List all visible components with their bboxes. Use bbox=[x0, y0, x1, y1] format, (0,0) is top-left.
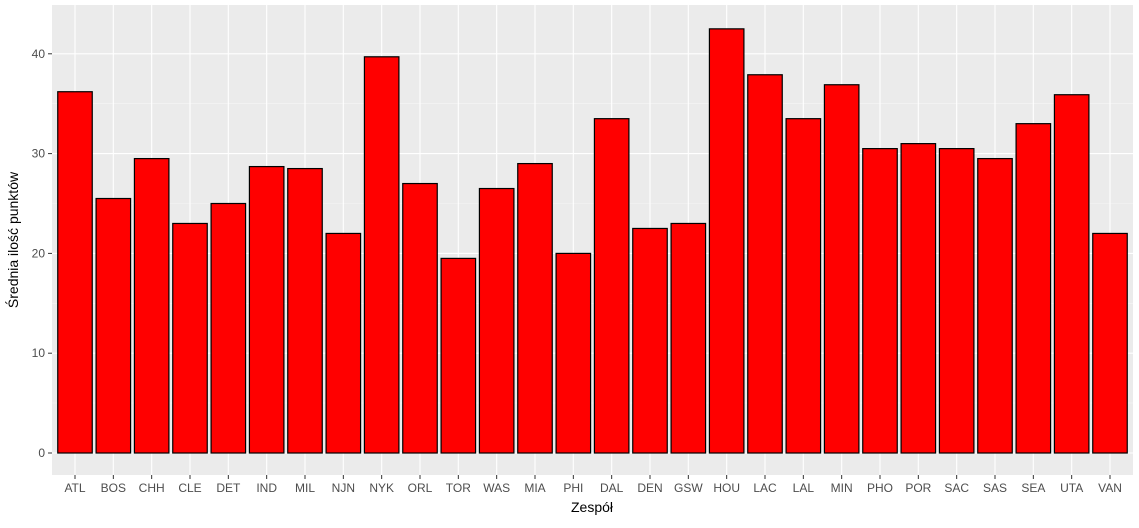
x-tick-label: PHI bbox=[563, 481, 583, 495]
x-tick-label: MIN bbox=[831, 481, 853, 495]
x-tick-label: IND bbox=[256, 481, 277, 495]
bar-por bbox=[900, 143, 937, 454]
bar-den bbox=[632, 227, 668, 454]
x-tick-label: DET bbox=[216, 481, 241, 495]
bar-nyk bbox=[363, 56, 400, 454]
bar-mia bbox=[517, 162, 553, 454]
x-tick-label: CHH bbox=[139, 481, 165, 495]
x-tick-label: PHO bbox=[867, 481, 893, 495]
bar-uta bbox=[1053, 94, 1090, 454]
x-tick-label: DEN bbox=[637, 481, 662, 495]
bar-orl bbox=[402, 182, 438, 454]
y-axis-ticks: 0 10 20 30 40 bbox=[32, 47, 52, 460]
x-tick-label: UTA bbox=[1060, 481, 1083, 495]
y-tick-label: 30 bbox=[32, 147, 46, 161]
x-tick-label: SAC bbox=[944, 481, 969, 495]
x-tick-label: SEA bbox=[1021, 481, 1045, 495]
bar-van bbox=[1092, 232, 1128, 454]
bar-atl bbox=[57, 91, 93, 454]
bar-lac bbox=[747, 74, 783, 454]
bar-gsw bbox=[670, 222, 707, 454]
bar-bos bbox=[95, 197, 132, 454]
x-tick-label: CLE bbox=[178, 481, 201, 495]
y-tick-label: 0 bbox=[38, 446, 45, 460]
x-tick-label: GSW bbox=[674, 481, 703, 495]
x-tick-label: DAL bbox=[600, 481, 624, 495]
bar-lal bbox=[785, 118, 822, 454]
x-tick-label: SAS bbox=[983, 481, 1007, 495]
bar-dal bbox=[593, 118, 630, 454]
bar-njn bbox=[325, 232, 362, 454]
bar-cle bbox=[172, 222, 208, 454]
x-tick-label: TOR bbox=[446, 481, 471, 495]
bar-mil bbox=[287, 167, 323, 454]
x-tick-label: NYK bbox=[369, 481, 394, 495]
bar-min bbox=[823, 84, 860, 454]
x-tick-label: ATL bbox=[64, 481, 85, 495]
y-tick-label: 10 bbox=[32, 346, 46, 360]
bar-tor bbox=[440, 257, 477, 454]
bar-sac bbox=[938, 148, 975, 454]
bar-ind bbox=[248, 165, 285, 454]
bars bbox=[57, 28, 1128, 454]
bar-chh bbox=[133, 157, 170, 454]
bar-sea bbox=[1015, 123, 1052, 454]
bar-pho bbox=[862, 148, 898, 454]
bar-hou bbox=[708, 28, 745, 454]
bar-det bbox=[210, 202, 247, 454]
x-tick-label: NJN bbox=[332, 481, 355, 495]
y-axis-title: Średnia ilość punktów bbox=[4, 171, 21, 308]
y-tick-label: 40 bbox=[32, 47, 46, 61]
x-tick-label: LAC bbox=[753, 481, 777, 495]
bar-sas bbox=[977, 157, 1013, 454]
x-tick-label: WAS bbox=[483, 481, 510, 495]
bar-was bbox=[478, 187, 515, 454]
bar-phi bbox=[555, 252, 592, 454]
x-axis-title: Zespół bbox=[571, 499, 614, 515]
x-tick-label: MIA bbox=[524, 481, 545, 495]
x-tick-label: BOS bbox=[101, 481, 126, 495]
y-tick-label: 20 bbox=[32, 246, 46, 260]
x-tick-label: HOU bbox=[713, 481, 740, 495]
x-tick-label: POR bbox=[905, 481, 931, 495]
x-tick-label: MIL bbox=[295, 481, 315, 495]
x-axis-ticks: ATL BOS CHH CLE DET IND MIL NJN NYK ORL TOR WAS MIA P… bbox=[64, 475, 1122, 495]
x-tick-label: LAL bbox=[793, 481, 815, 495]
x-tick-label: ORL bbox=[408, 481, 433, 495]
x-tick-label: VAN bbox=[1098, 481, 1122, 495]
